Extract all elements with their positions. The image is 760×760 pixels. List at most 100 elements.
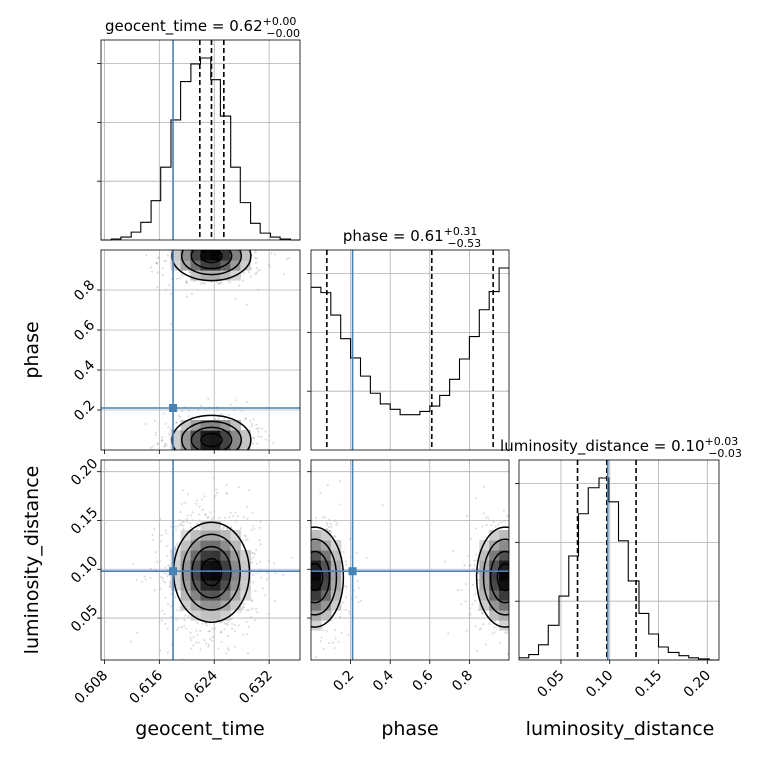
density-cell bbox=[240, 560, 251, 571]
sample-point bbox=[145, 254, 148, 257]
sample-point bbox=[342, 550, 345, 554]
sample-point bbox=[294, 594, 296, 596]
sample-point bbox=[222, 463, 224, 465]
sample-point bbox=[544, 576, 546, 578]
sample-point bbox=[241, 242, 243, 244]
sample-point bbox=[189, 631, 192, 634]
sample-point bbox=[523, 568, 525, 570]
sample-point bbox=[175, 543, 179, 546]
sample-point bbox=[259, 520, 262, 523]
sample-point bbox=[510, 529, 512, 531]
density-cell bbox=[200, 250, 212, 261]
sample-point bbox=[308, 638, 310, 640]
sample-point bbox=[190, 514, 193, 517]
sample-point bbox=[531, 613, 533, 615]
panel-frame bbox=[310, 459, 510, 661]
sample-point bbox=[217, 455, 219, 457]
sample-point bbox=[521, 565, 523, 567]
density-cell bbox=[230, 580, 241, 591]
sample-point bbox=[207, 456, 209, 458]
sample-point bbox=[527, 560, 529, 562]
sample-point bbox=[233, 240, 235, 242]
sample-point bbox=[301, 562, 303, 564]
sample-point bbox=[249, 615, 253, 619]
sample-point bbox=[174, 548, 177, 551]
sample-point bbox=[226, 492, 229, 495]
sample-point bbox=[192, 643, 195, 647]
sample-point bbox=[303, 601, 305, 603]
sample-point bbox=[302, 556, 304, 558]
sample-point bbox=[227, 413, 231, 416]
density-cell bbox=[330, 590, 342, 601]
sample-point bbox=[211, 246, 213, 248]
sample-point bbox=[223, 453, 225, 455]
sample-point bbox=[180, 274, 184, 277]
sample-point bbox=[199, 629, 202, 632]
sample-point bbox=[511, 550, 513, 552]
sample-point bbox=[257, 435, 260, 438]
sample-point bbox=[245, 467, 247, 469]
sample-point bbox=[471, 583, 475, 587]
sample-point bbox=[344, 560, 348, 563]
sample-point bbox=[302, 518, 304, 520]
sample-point bbox=[289, 582, 291, 584]
sample-point bbox=[525, 568, 527, 570]
sample-point bbox=[236, 469, 238, 471]
sample-point bbox=[170, 322, 173, 326]
sample-point bbox=[177, 462, 179, 464]
sample-point bbox=[242, 516, 245, 519]
sample-point bbox=[521, 577, 523, 579]
sample-point bbox=[511, 553, 513, 555]
sample-point bbox=[309, 579, 311, 581]
sample-point bbox=[218, 517, 221, 520]
sample-point bbox=[525, 593, 527, 595]
sample-point bbox=[195, 641, 198, 644]
sample-point bbox=[339, 503, 342, 506]
sample-point bbox=[512, 547, 514, 549]
sample-point bbox=[181, 489, 184, 492]
sample-point bbox=[221, 456, 223, 458]
sample-point bbox=[239, 235, 241, 237]
sample-point bbox=[327, 641, 331, 645]
sample-point bbox=[304, 652, 306, 654]
density-cell bbox=[240, 250, 251, 261]
sample-point bbox=[330, 525, 333, 528]
sample-point bbox=[226, 635, 230, 638]
sample-point bbox=[187, 615, 190, 618]
density-cell bbox=[210, 440, 221, 450]
sample-point bbox=[305, 603, 307, 605]
density-cell bbox=[220, 420, 231, 431]
density-cell bbox=[499, 620, 509, 631]
density-cell bbox=[489, 600, 500, 611]
sample-point bbox=[161, 267, 164, 270]
sample-point bbox=[214, 494, 217, 498]
x-axis-label: luminosity_distance bbox=[526, 718, 715, 740]
sample-point bbox=[289, 584, 291, 586]
sample-point bbox=[266, 571, 269, 574]
sample-point bbox=[242, 247, 244, 249]
sample-point bbox=[524, 595, 526, 597]
sample-point bbox=[156, 443, 159, 446]
sample-point bbox=[485, 516, 488, 519]
sample-point bbox=[245, 609, 248, 612]
sample-point bbox=[301, 591, 303, 593]
sample-point bbox=[247, 608, 251, 612]
sample-point bbox=[143, 575, 146, 578]
sample-point bbox=[357, 586, 360, 590]
sample-point bbox=[278, 610, 280, 612]
sample-point bbox=[230, 231, 232, 233]
sample-point bbox=[345, 563, 348, 566]
sample-point bbox=[166, 554, 169, 557]
histogram-phase bbox=[311, 267, 509, 416]
density-cell bbox=[320, 600, 332, 611]
contour-line bbox=[200, 432, 223, 448]
sample-point bbox=[307, 546, 309, 548]
sample-point bbox=[305, 559, 307, 561]
sample-point bbox=[237, 227, 239, 229]
density-cell bbox=[200, 580, 212, 591]
sample-point bbox=[474, 527, 477, 530]
density-cell bbox=[240, 570, 251, 581]
sample-point bbox=[493, 626, 496, 629]
sample-point bbox=[515, 521, 517, 523]
sample-point bbox=[528, 663, 530, 665]
